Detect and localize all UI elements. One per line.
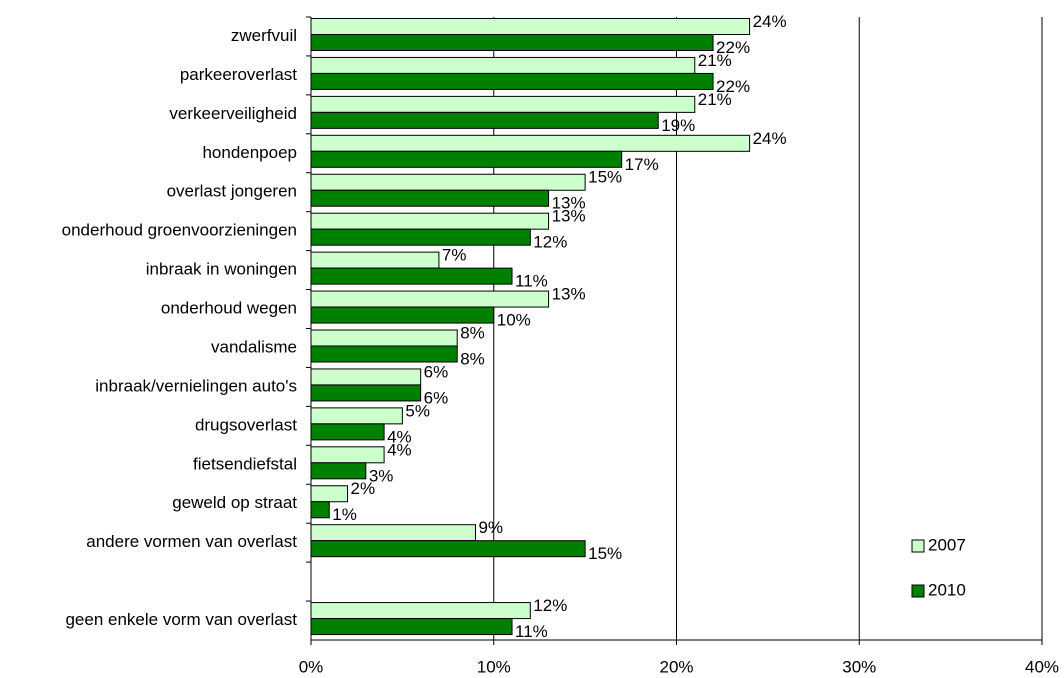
bar xyxy=(310,423,385,441)
x-tick-label: 20% xyxy=(659,657,693,676)
value-label: 6% xyxy=(424,362,449,381)
y-tick-label: onderhoud groenvoorzieningen xyxy=(62,221,297,240)
value-label: 3% xyxy=(369,466,394,485)
bar xyxy=(310,34,714,51)
value-label: 9% xyxy=(478,518,503,537)
value-label: 17% xyxy=(625,155,659,174)
bar xyxy=(310,72,714,90)
value-label: 2% xyxy=(351,479,376,498)
bar xyxy=(310,95,696,113)
value-label: 15% xyxy=(588,544,622,563)
y-tick-label: overlast jongeren xyxy=(167,182,297,201)
bar xyxy=(310,329,458,347)
y-tick-label: onderhoud wegen xyxy=(161,299,297,318)
bar xyxy=(310,485,349,503)
bar xyxy=(310,462,367,480)
bar xyxy=(310,228,531,246)
value-label: 19% xyxy=(661,116,695,135)
value-label: 24% xyxy=(753,129,787,148)
value-label: 4% xyxy=(387,440,412,459)
value-label: 8% xyxy=(460,323,485,342)
bar xyxy=(310,345,458,363)
value-label: 21% xyxy=(698,90,732,109)
x-tick-label: 0% xyxy=(299,657,324,676)
bar xyxy=(310,56,696,74)
value-label: 1% xyxy=(332,505,357,524)
y-tick-label: geweld op straat xyxy=(172,493,297,512)
y-tick-label: drugsoverlast xyxy=(195,415,297,434)
value-label: 8% xyxy=(460,349,485,368)
bar xyxy=(310,189,550,207)
bar xyxy=(310,290,550,308)
bar xyxy=(310,150,623,168)
bar xyxy=(310,306,495,324)
value-label: 12% xyxy=(533,233,567,252)
value-label: 24% xyxy=(753,12,787,31)
y-tick-label: hondenpoep xyxy=(202,143,297,162)
bar xyxy=(310,407,403,425)
y-tick-label: inbraak/vernielingen auto's xyxy=(95,376,297,395)
bar xyxy=(310,18,751,35)
bar xyxy=(310,368,422,386)
value-label: 12% xyxy=(533,596,567,615)
x-tick-label: 30% xyxy=(842,657,876,676)
value-label: 6% xyxy=(424,388,449,407)
value-label: 13% xyxy=(552,285,586,304)
y-tick-label: verkeerveiligheid xyxy=(169,104,297,123)
y-tick-label: zwerfvuil xyxy=(231,26,297,45)
bar xyxy=(310,267,513,285)
bar xyxy=(310,446,385,464)
value-label: 11% xyxy=(515,622,548,641)
legend-label: 2010 xyxy=(928,580,966,599)
bar xyxy=(310,384,422,402)
y-tick-label: parkeeroverlast xyxy=(180,65,297,84)
value-label: 5% xyxy=(405,401,430,420)
legend-swatch xyxy=(911,584,925,598)
y-tick-label: inbraak in woningen xyxy=(146,260,297,279)
value-label: 11% xyxy=(515,272,548,291)
bar xyxy=(310,540,586,558)
bar xyxy=(310,602,531,620)
y-tick-label: andere vormen van overlast xyxy=(86,532,297,551)
x-tick-label: 40% xyxy=(1025,657,1059,676)
value-label: 21% xyxy=(698,51,732,70)
y-tick-label: geen enkele vorm van overlast xyxy=(65,610,297,629)
bar xyxy=(310,618,513,636)
bar xyxy=(310,111,659,129)
y-tick-label: vandalisme xyxy=(211,337,297,356)
value-label: 13% xyxy=(552,207,586,226)
legend-swatch xyxy=(911,539,925,553)
value-label: 22% xyxy=(716,38,750,57)
legend-label: 2007 xyxy=(928,535,966,554)
bar xyxy=(310,524,476,542)
y-tick-label: fietsendiefstal xyxy=(193,454,297,473)
bar xyxy=(310,134,751,152)
bar xyxy=(310,251,440,269)
x-tick-label: 10% xyxy=(477,657,511,676)
value-label: 22% xyxy=(716,77,750,96)
bar xyxy=(310,212,550,230)
value-label: 15% xyxy=(588,168,622,187)
value-label: 13% xyxy=(552,194,586,213)
value-label: 4% xyxy=(387,427,412,446)
bar xyxy=(310,173,586,191)
value-label: 10% xyxy=(497,311,531,330)
value-label: 7% xyxy=(442,246,467,265)
bar xyxy=(310,501,330,519)
